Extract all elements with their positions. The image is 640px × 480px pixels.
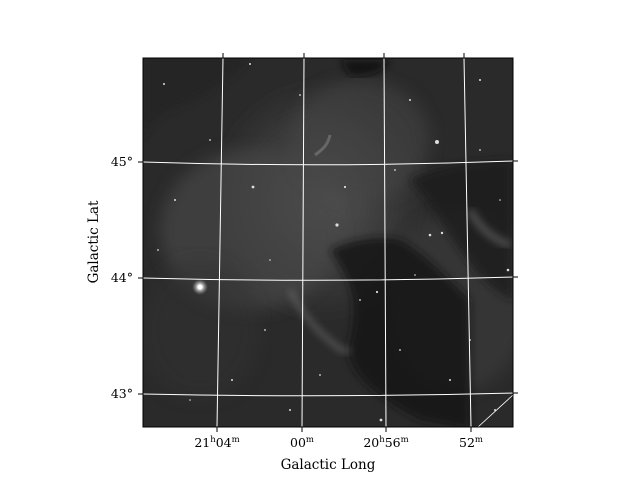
nebula-image <box>143 58 513 427</box>
y-axis-label: Galactic Lat <box>86 200 102 283</box>
grid-line-long-48m <box>477 394 513 427</box>
x-tick-label-52m: 52m <box>459 435 483 450</box>
grid-line-long-20h56m <box>383 58 387 427</box>
x-axis-label: Galactic Long <box>281 457 376 473</box>
x-tick-label-00m: 00m <box>290 435 314 450</box>
y-tick-label-44: 44° <box>111 270 133 285</box>
grid-line-lat-43 <box>143 392 513 397</box>
coordinate-grid <box>143 58 513 427</box>
grid-line-long-00m <box>301 58 305 427</box>
axes-frame <box>142 57 514 428</box>
y-tick-label-45: 45° <box>111 154 133 169</box>
x-tick-label-21h04m: 21h04m <box>194 435 239 450</box>
grid-line-lat-44 <box>143 276 513 281</box>
axis-ticks <box>138 53 518 432</box>
y-tick-label-43: 43° <box>111 386 133 401</box>
grid-line-long-21h04m <box>216 58 224 427</box>
x-tick-label-20h56m: 20h56m <box>363 435 408 450</box>
grid-line-lat-45 <box>143 160 513 166</box>
grid-line-long-52m <box>463 58 472 427</box>
